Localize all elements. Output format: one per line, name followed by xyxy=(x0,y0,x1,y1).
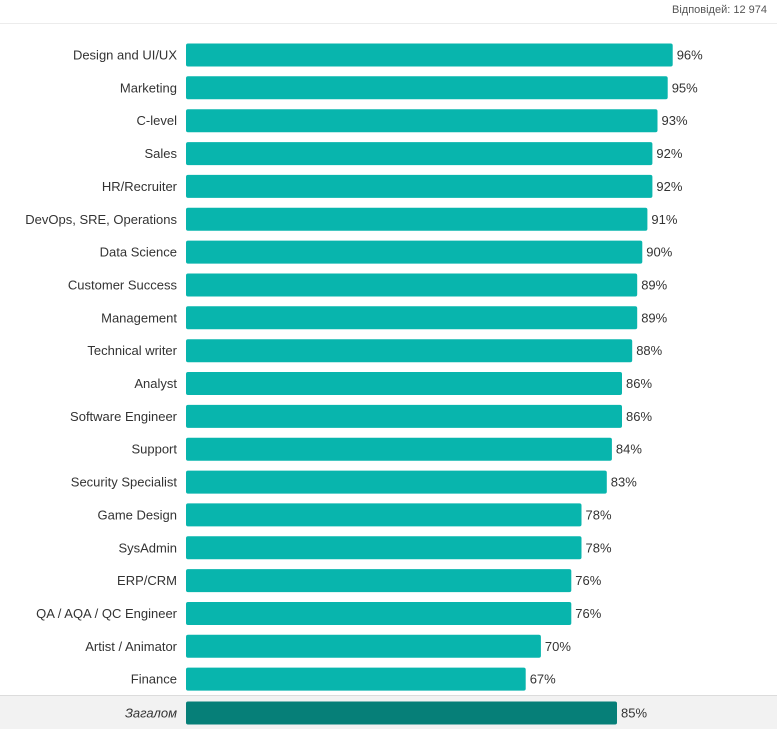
bar-3 xyxy=(186,142,653,166)
category-label-15: SysAdmin xyxy=(118,540,177,555)
category-label-18: Artist / Animator xyxy=(85,639,177,654)
value-label-11: 86% xyxy=(626,409,652,424)
value-label-15: 78% xyxy=(586,540,612,555)
value-label-4: 92% xyxy=(656,179,682,194)
value-label-17: 76% xyxy=(575,606,601,621)
bar-14 xyxy=(186,503,582,527)
category-label-19: Finance xyxy=(131,672,177,687)
category-label-14: Game Design xyxy=(98,507,177,522)
category-label-8: Management xyxy=(101,310,177,325)
category-label-3: Sales xyxy=(144,146,177,161)
value-label-3: 92% xyxy=(656,146,682,161)
bar-2 xyxy=(186,109,658,133)
category-label-9: Technical writer xyxy=(87,343,177,358)
category-label-2: C-level xyxy=(137,113,178,128)
category-label-11: Software Engineer xyxy=(70,409,178,424)
value-label-14: 78% xyxy=(586,507,612,522)
bar-0 xyxy=(186,43,673,67)
category-label-17: QA / AQA / QC Engineer xyxy=(36,606,178,621)
bar-13 xyxy=(186,470,607,494)
value-label-7: 89% xyxy=(641,278,667,293)
bar-6 xyxy=(186,240,643,264)
value-label-13: 83% xyxy=(611,475,637,490)
category-label-4: HR/Recruiter xyxy=(102,179,178,194)
responses-count: Відповідей: 12 974 xyxy=(672,4,767,16)
category-label-total: Загалом xyxy=(125,706,177,721)
bar-1 xyxy=(186,76,668,100)
bar-4 xyxy=(186,174,653,198)
bar-17 xyxy=(186,602,572,625)
value-label-10: 86% xyxy=(626,376,652,391)
bar-16 xyxy=(186,569,572,593)
top-divider xyxy=(0,23,777,24)
bar-10 xyxy=(186,372,622,395)
category-label-12: Support xyxy=(131,442,177,457)
value-label-total: 85% xyxy=(621,706,647,721)
category-label-13: Security Specialist xyxy=(71,475,178,490)
value-label-0: 96% xyxy=(677,48,703,63)
category-label-1: Marketing xyxy=(120,80,177,95)
category-label-16: ERP/CRM xyxy=(117,573,177,588)
value-label-18: 70% xyxy=(545,639,571,654)
value-label-16: 76% xyxy=(575,573,601,588)
value-label-5: 91% xyxy=(651,212,677,227)
value-label-12: 84% xyxy=(616,442,642,457)
value-label-1: 95% xyxy=(672,80,698,95)
category-label-5: DevOps, SRE, Operations xyxy=(25,212,177,227)
value-label-19: 67% xyxy=(530,672,556,687)
bar-8 xyxy=(186,306,638,330)
category-label-0: Design and UI/UX xyxy=(73,48,177,63)
category-label-10: Analyst xyxy=(134,376,177,391)
category-label-7: Customer Success xyxy=(68,278,178,293)
value-label-2: 93% xyxy=(662,113,688,128)
bar-11 xyxy=(186,404,622,428)
bar-total xyxy=(186,701,617,725)
bar-12 xyxy=(186,437,612,461)
bar-19 xyxy=(186,667,526,691)
value-label-6: 90% xyxy=(646,245,672,260)
bar-9 xyxy=(186,339,633,363)
bar-5 xyxy=(186,207,648,231)
category-label-6: Data Science xyxy=(100,245,177,260)
bar-15 xyxy=(186,536,582,560)
bar-18 xyxy=(186,634,541,658)
value-label-9: 88% xyxy=(636,343,662,358)
value-label-8: 89% xyxy=(641,310,667,325)
bar-7 xyxy=(186,273,638,297)
